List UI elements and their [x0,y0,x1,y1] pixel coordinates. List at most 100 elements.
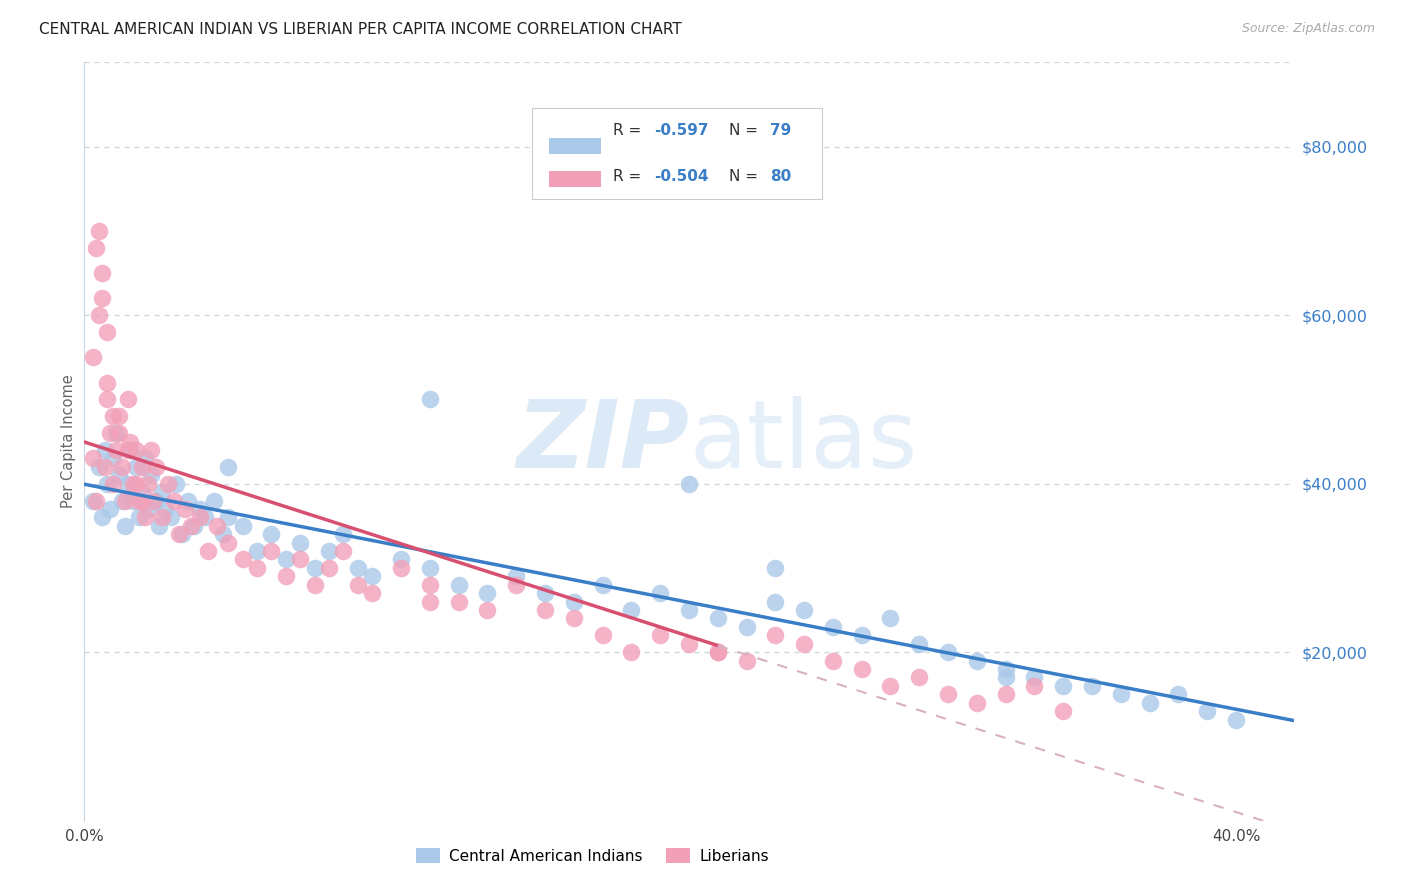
Point [1024,679,1046,693]
Point [159,510,181,524]
Point [93,442,115,457]
Point [134,451,156,466]
Point [101,476,124,491]
Point [1197,704,1219,718]
Point [1024,670,1046,684]
Point [908,670,931,684]
Point [125,476,148,491]
Point [172,527,194,541]
Point [592,628,614,642]
Point [994,687,1017,701]
Point [1139,696,1161,710]
Point [260,527,283,541]
Point [101,451,124,466]
Point [361,586,384,600]
Point [879,679,901,693]
Point [304,561,326,575]
Point [82,451,104,466]
Point [108,468,131,483]
Point [620,603,643,617]
Point [419,594,441,608]
Point [139,442,162,457]
Point [1081,679,1104,693]
Point [763,594,786,608]
Point [966,696,988,710]
Point [150,510,173,524]
Point [793,637,815,651]
Legend: Central American Indians, Liberians: Central American Indians, Liberians [409,842,775,870]
Point [318,561,340,575]
Point [114,518,136,533]
Point [232,552,254,566]
Point [620,645,643,659]
Point [90,510,112,524]
Point [122,493,145,508]
Point [93,459,115,474]
Point [217,459,239,474]
Point [162,493,184,508]
Point [706,645,728,659]
Point [447,594,470,608]
Point [290,535,312,549]
Point [105,442,128,457]
Point [84,493,107,508]
Point [505,569,527,583]
Point [246,544,269,558]
Point [96,392,118,407]
Point [98,426,121,441]
Point [318,544,340,558]
Point [1052,704,1074,718]
Point [211,527,233,541]
Point [136,476,159,491]
Point [650,586,672,600]
Point [183,518,205,533]
Point [120,434,142,449]
Point [678,603,700,617]
Point [101,409,124,424]
Point [105,426,128,441]
Point [735,620,758,634]
Point [205,518,228,533]
Point [180,518,202,533]
Point [131,459,153,474]
Point [197,544,219,558]
Point [1167,687,1189,701]
Point [332,544,354,558]
Point [821,654,844,668]
Point [994,662,1017,676]
Point [145,459,167,474]
Point [87,308,110,322]
Point [142,493,165,508]
Point [96,476,118,491]
Point [936,687,959,701]
Point [188,502,211,516]
Point [347,561,370,575]
Point [793,603,815,617]
Point [505,578,527,592]
Point [125,442,148,457]
Point [145,493,167,508]
Point [139,468,162,483]
Point [87,459,110,474]
Point [90,291,112,305]
Point [125,459,148,474]
Point [332,527,354,541]
Point [735,654,758,668]
Point [347,578,370,592]
Text: CENTRAL AMERICAN INDIAN VS LIBERIAN PER CAPITA INCOME CORRELATION CHART: CENTRAL AMERICAN INDIAN VS LIBERIAN PER … [39,22,682,37]
Text: ZIP: ZIP [516,395,689,488]
Point [117,442,139,457]
Point [290,552,312,566]
Point [1225,713,1247,727]
Point [169,527,191,541]
Point [96,325,118,339]
Point [114,493,136,508]
Point [82,351,104,365]
Point [562,611,585,625]
Point [134,510,156,524]
Point [177,493,200,508]
Point [82,493,104,508]
Point [592,578,614,592]
Point [84,241,107,255]
Point [419,392,441,407]
